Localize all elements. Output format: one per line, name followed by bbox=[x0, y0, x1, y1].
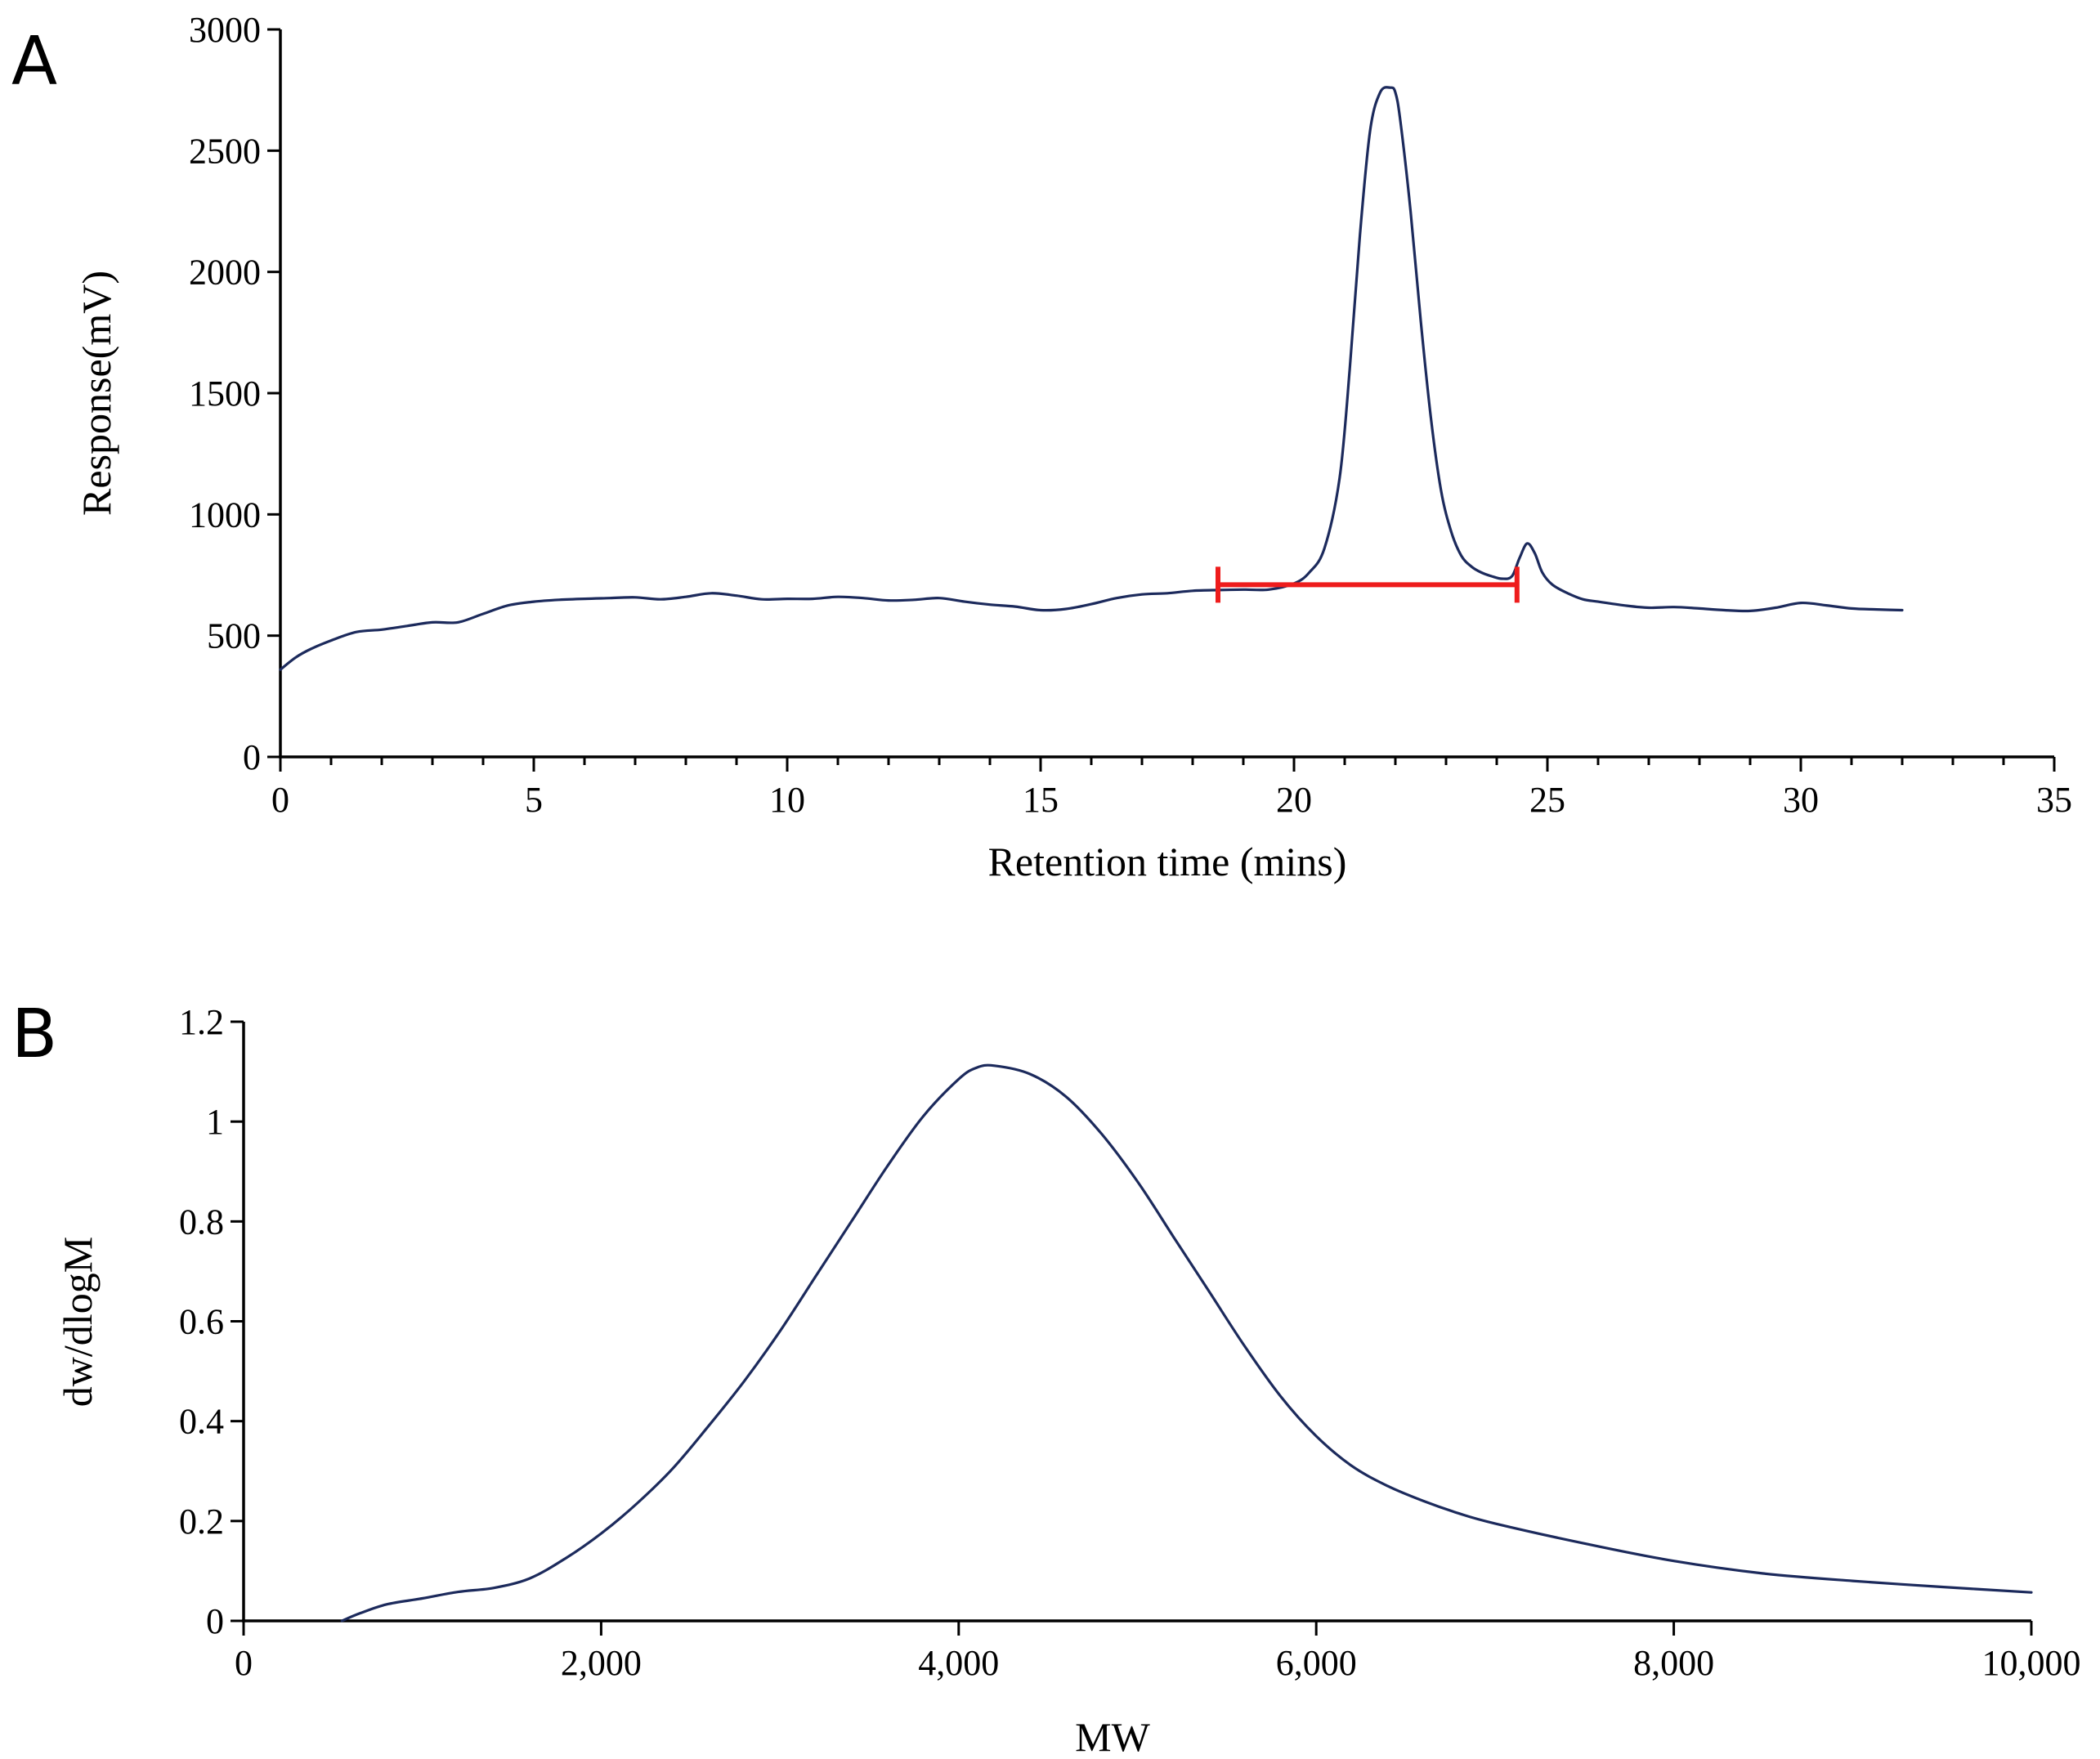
y-tick-label-a: 1000 bbox=[189, 495, 261, 535]
x-tick-label-b: 4,000 bbox=[918, 1643, 999, 1683]
panel-a: A 0 500 1000 1500 2000 2500 3000 0 5 10 15 20 25 30 3… bbox=[11, 10, 2072, 884]
y-tick-label-a: 1500 bbox=[189, 374, 261, 414]
panel-label-b: B bbox=[11, 996, 57, 1073]
y-tick-label-b: 0.4 bbox=[179, 1402, 224, 1442]
y-tick-label-a: 2500 bbox=[189, 131, 261, 171]
x-tick-label-a: 20 bbox=[1276, 780, 1312, 820]
y-tick-label-b: 1 bbox=[206, 1102, 224, 1142]
x-tick-label-a: 25 bbox=[1529, 780, 1565, 820]
x-tick-label-a: 5 bbox=[525, 780, 543, 820]
x-ticks-b: 0 2,000 4,000 6,000 8,000 10,000 bbox=[235, 1621, 2081, 1683]
y-tick-label-a: 500 bbox=[207, 616, 261, 656]
x-tick-label-a: 35 bbox=[2036, 780, 2072, 820]
y-tick-label-b: 1.2 bbox=[179, 1002, 224, 1042]
x-tick-label-b: 2,000 bbox=[561, 1643, 642, 1683]
x-tick-label-a: 0 bbox=[271, 780, 289, 820]
y-axis-title-b: dw/dlogM bbox=[55, 1237, 101, 1407]
y-ticks-a: 0 500 1000 1500 2000 2500 3000 bbox=[189, 10, 280, 777]
y-tick-label-b: 0.8 bbox=[179, 1202, 224, 1242]
y-tick-label-a: 0 bbox=[243, 737, 261, 777]
x-axis-title-a: Retention time (mins) bbox=[988, 839, 1347, 884]
y-tick-label-b: 0 bbox=[206, 1601, 224, 1641]
x-tick-label-b: 6,000 bbox=[1276, 1643, 1357, 1683]
y-tick-label-b: 0.2 bbox=[179, 1502, 224, 1542]
series-line-response bbox=[279, 86, 1904, 671]
series-line-dw-dlogm bbox=[340, 1063, 2033, 1622]
x-ticks-a: 0 5 10 15 20 25 30 35 bbox=[271, 757, 2072, 820]
x-tick-label-a: 15 bbox=[1023, 780, 1059, 820]
x-tick-label-a: 10 bbox=[769, 780, 805, 820]
y-tick-label-a: 2000 bbox=[189, 253, 261, 293]
retention-range-bar bbox=[1216, 566, 1520, 603]
panel-b: B 0 0.2 0.4 0.6 0.8 1 1.2 0 2,000 4,000 6,000 8,00… bbox=[11, 996, 2081, 1759]
y-tick-label-b: 0.6 bbox=[179, 1302, 224, 1342]
x-tick-label-a: 30 bbox=[1783, 780, 1819, 820]
x-tick-label-b: 10,000 bbox=[1982, 1643, 2081, 1683]
x-axis-title-b: MW bbox=[1075, 1714, 1150, 1759]
y-axis-title-a: Response(mV) bbox=[74, 271, 119, 516]
y-ticks-b: 0 0.2 0.4 0.6 0.8 1 1.2 bbox=[179, 1002, 244, 1641]
x-tick-label-b: 8,000 bbox=[1633, 1643, 1714, 1683]
y-tick-label-a: 3000 bbox=[189, 10, 261, 50]
panel-label-a: A bbox=[11, 23, 57, 101]
x-tick-label-b: 0 bbox=[235, 1643, 253, 1683]
